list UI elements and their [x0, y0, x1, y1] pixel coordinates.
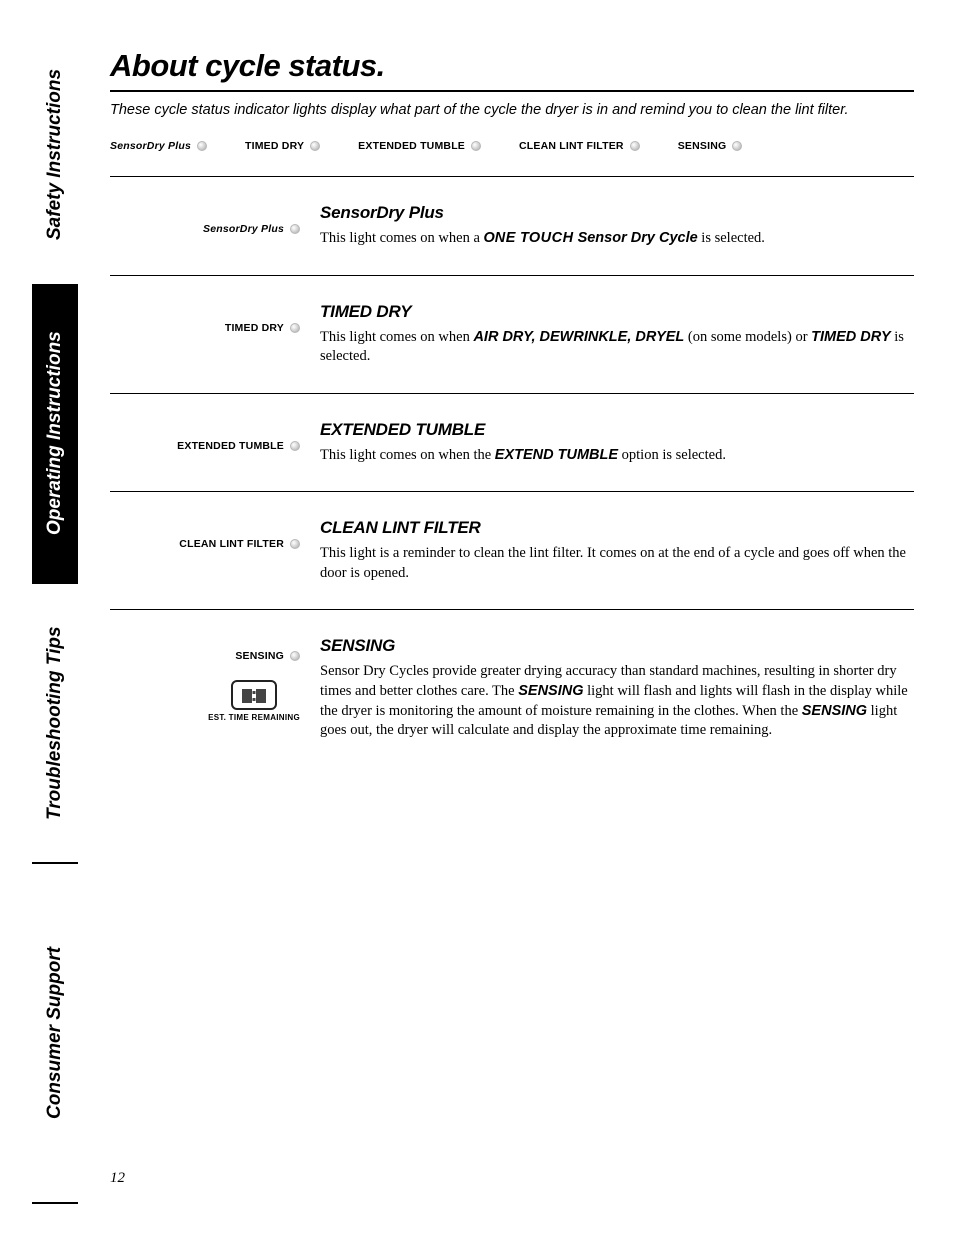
legend-label: SensorDry Plus: [110, 140, 191, 152]
legend-timed-dry: TIMED DRY: [245, 140, 320, 152]
led-icon: [290, 539, 300, 549]
est-time-display-icon: EST. TIME REMAINING: [208, 680, 300, 722]
section-body: This light comes on when the EXTEND TUMB…: [320, 446, 914, 466]
page-title: About cycle status.: [110, 48, 914, 84]
section-clean-lint-filter: CLEAN LINT FILTER CLEAN LINT FILTER This…: [110, 491, 914, 609]
led-icon: [630, 141, 640, 151]
led-icon: [290, 224, 300, 234]
section-heading: EXTENDED TUMBLE: [320, 420, 914, 440]
legend-sensing: SENSING: [678, 140, 743, 152]
led-icon: [290, 651, 300, 661]
section-indicator: SENSING: [235, 650, 300, 662]
section-sensordry-plus: SensorDry Plus SensorDry Plus This light…: [110, 176, 914, 275]
section-heading: SENSING: [320, 636, 914, 656]
section-sensing: SENSING EST. TIME REMAINING SENSING Sens…: [110, 609, 914, 766]
led-icon: [732, 141, 742, 151]
section-heading: CLEAN LINT FILTER: [320, 518, 914, 538]
led-icon: [290, 323, 300, 333]
section-indicator: TIMED DRY: [225, 322, 300, 334]
section-body: This light is a reminder to clean the li…: [320, 544, 914, 583]
legend-sensordry-plus: SensorDry Plus: [110, 140, 207, 152]
indicator-label: SENSING: [235, 650, 284, 662]
legend-label: SENSING: [678, 140, 727, 152]
title-rule: [110, 90, 914, 92]
tab-safety-instructions: Safety Instructions: [32, 24, 78, 284]
lcd-label: EST. TIME REMAINING: [208, 713, 300, 722]
legend-label: CLEAN LINT FILTER: [519, 140, 624, 152]
section-heading: TIMED DRY: [320, 302, 914, 322]
indicator-label: TIMED DRY: [225, 322, 284, 334]
legend-extended-tumble: EXTENDED TUMBLE: [358, 140, 481, 152]
tab-operating-instructions: Operating Instructions: [32, 284, 78, 584]
section-heading: SensorDry Plus: [320, 203, 914, 223]
section-body: Sensor Dry Cycles provide greater drying…: [320, 662, 914, 740]
section-indicator: SensorDry Plus: [203, 223, 300, 235]
tab-troubleshooting-tips: Troubleshooting Tips: [32, 584, 78, 864]
indicator-legend: SensorDry Plus TIMED DRY EXTENDED TUMBLE…: [110, 140, 914, 152]
intro-text: These cycle status indicator lights disp…: [110, 102, 914, 118]
sidebar-tabs: Safety Instructions Operating Instructio…: [32, 24, 78, 1204]
section-indicator: EXTENDED TUMBLE: [177, 440, 300, 452]
section-body: This light comes on when a ONE TOUCH Sen…: [320, 229, 914, 249]
led-icon: [197, 141, 207, 151]
indicator-label: EXTENDED TUMBLE: [177, 440, 284, 452]
led-icon: [471, 141, 481, 151]
section-body: This light comes on when AIR DRY, DEWRIN…: [320, 328, 914, 367]
led-icon: [310, 141, 320, 151]
section-extended-tumble: EXTENDED TUMBLE EXTENDED TUMBLE This lig…: [110, 393, 914, 492]
led-icon: [290, 441, 300, 451]
tab-consumer-support: Consumer Support: [32, 864, 78, 1204]
page-content: About cycle status. These cycle status i…: [110, 48, 914, 767]
indicator-label: CLEAN LINT FILTER: [179, 538, 284, 550]
indicator-label: SensorDry Plus: [203, 223, 284, 235]
section-indicator: CLEAN LINT FILTER: [179, 538, 300, 550]
section-timed-dry: TIMED DRY TIMED DRY This light comes on …: [110, 275, 914, 393]
lcd-icon: [231, 680, 277, 710]
legend-clean-lint-filter: CLEAN LINT FILTER: [519, 140, 640, 152]
legend-label: EXTENDED TUMBLE: [358, 140, 465, 152]
legend-label: TIMED DRY: [245, 140, 304, 152]
page-number: 12: [110, 1170, 125, 1187]
